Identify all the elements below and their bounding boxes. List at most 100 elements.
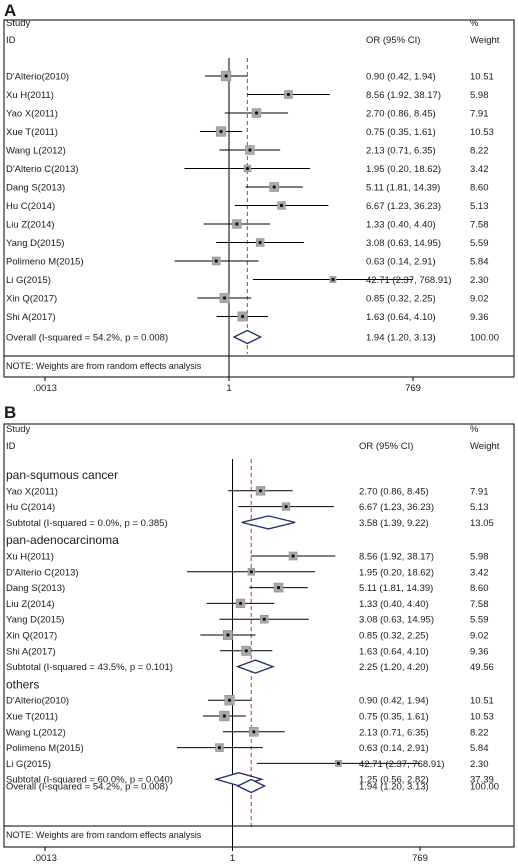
- or-ci-value: 1.33 (0.40, 4.40): [366, 220, 436, 231]
- pooled-diamond: [213, 772, 265, 787]
- x-tick-label: 1: [226, 383, 231, 394]
- study-row: D'Alterio(2010) 0.90 (0.42, 1.94) 10.51: [6, 695, 494, 707]
- study-row: Yang D(2015) 3.08 (0.63, 14.95) 5.59: [6, 615, 489, 626]
- or-ci-value: 0.75 (0.35, 1.61): [366, 127, 436, 138]
- weight-value: 100.00: [470, 333, 499, 344]
- weight-value: 7.58: [470, 220, 489, 231]
- study-row: Liu Z(2014) 1.33 (0.40, 4.40) 7.58: [6, 598, 489, 610]
- weight-value: 100.00: [470, 782, 499, 793]
- point-estimate: [222, 296, 227, 300]
- point-estimate: [254, 111, 259, 115]
- study-row: Xue T(2011) 0.75 (0.35, 1.61) 10.53: [6, 126, 494, 138]
- study-label: Li G(2015): [6, 275, 51, 286]
- weight-value: 5.13: [470, 201, 489, 212]
- weight-value: 10.51: [470, 72, 494, 83]
- weight-value: 8.22: [470, 727, 489, 738]
- or-ci-value: 0.90 (0.42, 1.94): [366, 72, 436, 83]
- weight-value: 7.58: [470, 599, 489, 610]
- point-estimate: [214, 259, 218, 263]
- study-label: Liu Z(2014): [6, 220, 55, 231]
- study-label: Hu C(2014): [6, 201, 55, 212]
- point-estimate: [252, 730, 256, 734]
- group-title: others: [6, 677, 39, 691]
- or-ci-value: 0.90 (0.42, 1.94): [359, 696, 429, 707]
- weights-note: NOTE: Weights are from random effects an…: [6, 830, 202, 840]
- study-label: Yang D(2015): [6, 238, 64, 249]
- point-estimate: [240, 314, 245, 319]
- or-ci-value: 0.63 (0.14, 2.91): [366, 257, 436, 268]
- weight-value: 8.22: [470, 146, 489, 157]
- study-label: Shi A(2017): [6, 312, 56, 323]
- study-label: Hu C(2014): [6, 502, 55, 513]
- study-label: Yao X(2011): [6, 486, 58, 497]
- pooled-diamond: [241, 515, 296, 530]
- point-estimate: [284, 505, 288, 509]
- weight-value: 3.42: [470, 567, 489, 578]
- overall-row: Overall (I-squared = 54.2%, p = 0.008) 1.…: [6, 778, 499, 794]
- point-estimate: [244, 649, 248, 653]
- or-ci-value: 1.95 (0.20, 18.62): [359, 567, 434, 578]
- study-label: D'Alterio(2010): [6, 72, 69, 83]
- header-id: ID: [6, 441, 16, 452]
- weight-value: 9.36: [470, 312, 489, 323]
- study-row: Xue T(2011) 0.75 (0.35, 1.61) 10.53: [6, 710, 494, 723]
- header-percent: %: [470, 424, 479, 435]
- study-label: D'Alterio C(2013): [6, 567, 79, 578]
- study-label: Liu Z(2014): [6, 599, 55, 610]
- weight-value: 10.53: [470, 712, 494, 723]
- subtotal-row-label: Subtotal (I-squared = 60.0%, p = 0.040): [6, 775, 173, 786]
- study-row: Hu C(2014) 6.67 (1.23, 36.23) 5.13: [6, 201, 489, 212]
- header-weight: Weight: [470, 441, 500, 452]
- weight-value: 9.36: [470, 646, 489, 657]
- study-row: Xin Q(2017) 0.85 (0.32, 2.25) 9.02: [6, 630, 489, 642]
- point-estimate: [248, 148, 252, 152]
- study-row: Yao X(2011) 2.70 (0.86, 8.45) 7.91: [6, 486, 489, 497]
- weight-value: 37.39: [470, 775, 494, 786]
- study-row: Dang S(2013) 5.11 (1.81, 14.39) 8.60: [6, 582, 489, 594]
- study-label: Xu H(2011): [6, 552, 54, 563]
- or-ci-value: 8.56 (1.92, 38.17): [359, 552, 434, 563]
- header-weight: Weight: [470, 35, 500, 46]
- study-row: Xu H(2011) 8.56 (1.92, 38.17) 5.98: [6, 90, 489, 101]
- or-ci-value: 1.94 (1.20, 3.13): [359, 782, 429, 793]
- study-label: D'Alterio(2010): [6, 696, 69, 707]
- header-study: Study: [6, 18, 31, 29]
- weight-value: 13.05: [470, 518, 494, 529]
- x-tick-label: .0013: [33, 383, 57, 394]
- point-estimate: [258, 489, 263, 493]
- plot-frame: [3, 19, 515, 378]
- point-estimate: [262, 617, 266, 621]
- weight-value: 7.91: [470, 486, 489, 497]
- subtotal-row: Subtotal (I-squared = 43.5%, p = 0.101) 2…: [6, 659, 494, 674]
- subtotal-row-label: Subtotal (I-squared = 43.5%, p = 0.101): [6, 662, 173, 673]
- or-ci-value: 3.08 (0.63, 14.95): [366, 238, 441, 249]
- study-label: Li G(2015): [6, 759, 51, 770]
- or-ci-value: 2.13 (0.71, 6.35): [359, 727, 429, 738]
- point-estimate: [258, 240, 262, 245]
- header-id: ID: [6, 35, 16, 46]
- or-ci-value: 42.71 (2.37, 768.91): [366, 275, 452, 286]
- study-row: Liu Z(2014) 1.33 (0.40, 4.40) 7.58: [6, 219, 489, 231]
- subtotal-row: Subtotal (I-squared = 60.0%, p = 0.040) 1…: [6, 772, 494, 787]
- point-estimate: [235, 222, 239, 226]
- or-ci-value: 0.85 (0.32, 2.25): [366, 294, 436, 305]
- study-label: Xue T(2011): [6, 127, 58, 138]
- header-or-ci: OR (95% CI): [359, 441, 413, 452]
- or-ci-value: 1.95 (0.20, 18.62): [366, 164, 441, 175]
- or-ci-value: 1.94 (1.20, 3.13): [366, 333, 436, 344]
- or-ci-value: 3.08 (0.63, 14.95): [359, 615, 434, 626]
- or-ci-value: 42.71 (2.37, 768.91): [359, 759, 445, 770]
- point-estimate: [279, 203, 284, 208]
- or-ci-value: 0.75 (0.35, 1.61): [359, 712, 429, 723]
- point-estimate: [219, 129, 223, 134]
- or-ci-value: 1.33 (0.40, 4.40): [359, 599, 429, 610]
- weight-value: 10.51: [470, 696, 494, 707]
- point-estimate: [227, 698, 232, 702]
- study-row: Li G(2015) 42.71 (2.37, 768.91) 2.30: [6, 759, 489, 770]
- point-estimate: [272, 185, 276, 189]
- study-label: Yao X(2011): [6, 109, 58, 120]
- plot-frame: [3, 423, 515, 848]
- or-ci-value: 8.56 (1.92, 38.17): [366, 90, 441, 101]
- or-ci-value: 5.11 (1.81, 14.39): [359, 583, 433, 594]
- study-label: Shi A(2017): [6, 646, 56, 657]
